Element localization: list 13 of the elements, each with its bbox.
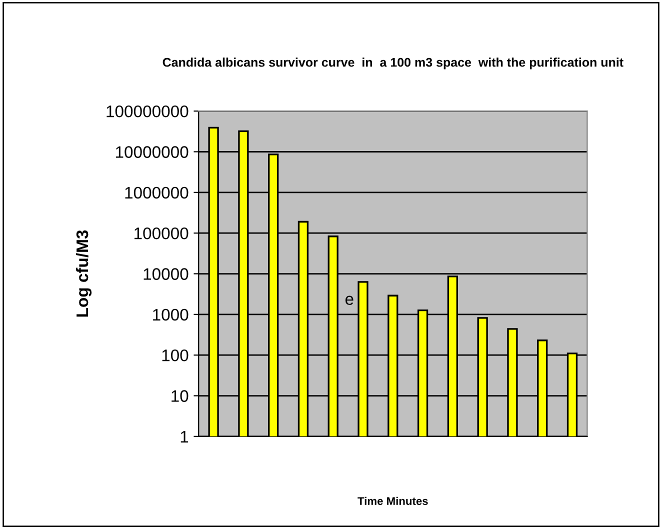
y-tick-label: 1000000 <box>125 186 188 199</box>
y-tick-label: 1 <box>180 431 188 442</box>
x-axis-title: Time Minutes <box>358 496 428 506</box>
annotation: e <box>345 296 354 305</box>
y-tick-label: 100 <box>162 349 188 362</box>
y-tick-label: 100000 <box>134 227 188 240</box>
y-tick-label: 10000000 <box>116 146 188 158</box>
chart-title: Candida albicans survivor curve in a 100 m3 space with the purification unit <box>162 58 624 70</box>
y-tick-label: 100000000 <box>106 105 188 118</box>
y-tick-label: 10 <box>172 390 188 402</box>
y-axis-title: Log cfu/M3 <box>76 230 92 317</box>
y-tick-label: 10000 <box>144 268 188 280</box>
y-tick-label: 1000 <box>153 308 188 321</box>
